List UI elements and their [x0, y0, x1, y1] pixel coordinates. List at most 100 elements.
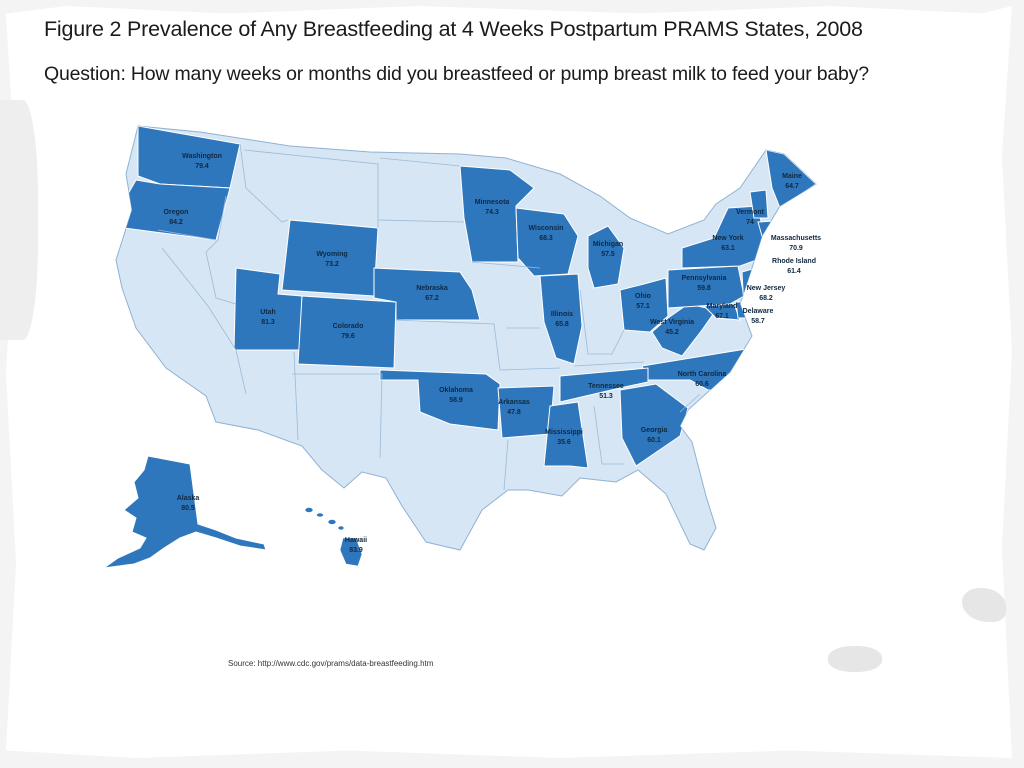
state-name-label: Alaska	[177, 495, 200, 502]
survey-question: Question: How many weeks or months did y…	[44, 63, 869, 85]
state-name-label: Georgia	[641, 427, 668, 434]
state-name-label: Tennessee	[588, 383, 624, 390]
state-value-label: 74	[746, 219, 754, 226]
state-name-label: Maryland	[707, 303, 738, 310]
state-value-label: 80.5	[181, 505, 195, 512]
state-nebraska[interactable]	[373, 267, 481, 321]
state-alaska[interactable]	[103, 455, 267, 569]
state-value-label: 73.2	[325, 261, 339, 268]
state-value-label: 83.9	[349, 547, 363, 554]
state-value-label: 60.6	[695, 381, 709, 388]
state-border	[205, 195, 237, 305]
state-name-label: Wyoming	[316, 251, 347, 258]
state-hawaii-island[interactable]	[327, 519, 337, 525]
state-name-label: Ohio	[635, 293, 651, 300]
state-value-label: 45.2	[665, 329, 679, 336]
state-name-label: Vermont	[736, 209, 765, 216]
state-value-label: 64.7	[785, 183, 799, 190]
state-name-label: Utah	[260, 309, 276, 316]
state-wisconsin[interactable]	[515, 207, 579, 277]
state-border	[499, 367, 561, 371]
state-border	[503, 439, 509, 491]
state-name-label: Oregon	[164, 209, 189, 216]
state-border	[157, 229, 217, 241]
state-illinois[interactable]	[539, 273, 583, 365]
state-border	[243, 149, 379, 228]
state-value-label: 47.8	[507, 409, 521, 416]
state-name-label: Hawaii	[345, 537, 367, 544]
state-value-label: 67.1	[715, 313, 729, 320]
state-name-label: West Virginia	[650, 319, 694, 326]
decor-blob	[0, 100, 38, 340]
state-oklahoma[interactable]	[379, 369, 501, 431]
state-name-label: North Carolina	[678, 371, 727, 378]
state-border	[161, 247, 247, 395]
state-border	[377, 219, 465, 223]
state-value-label: 63.1	[721, 245, 735, 252]
state-border	[292, 373, 383, 459]
state-name-label: Pennsylvania	[682, 275, 727, 282]
state-border	[679, 393, 701, 413]
state-hawaii[interactable]	[339, 537, 363, 567]
state-mississippi[interactable]	[543, 401, 589, 469]
state-maryland[interactable]	[702, 303, 741, 321]
state-name-label: Minnesota	[475, 199, 510, 206]
us-map: Washington 79.4 Oregon 84.2 Wyoming 73.2 Utah 8…	[103, 125, 822, 569]
decor-blob	[828, 646, 882, 672]
state-name-label: Maine	[782, 173, 802, 180]
decor-blob	[962, 588, 1006, 622]
state-value-label: 35.6	[557, 439, 571, 446]
state-labels: Washington 79.4 Oregon 84.2 Wyoming 73.2 Utah 8…	[164, 153, 822, 554]
state-value-label: 59.8	[697, 285, 711, 292]
state-name-label: New Jersey	[747, 285, 786, 292]
source-citation: Source: http://www.cdc.gov/prams/data-br…	[228, 659, 434, 668]
state-value-label: 84.2	[169, 219, 183, 226]
state-tennessee[interactable]	[559, 367, 649, 403]
state-border	[471, 261, 541, 269]
state-value-label: 65.8	[555, 321, 569, 328]
state-value-label: 79.6	[341, 333, 355, 340]
state-michigan[interactable]	[587, 225, 625, 289]
state-name-label: Nebraska	[416, 285, 448, 292]
state-name-label: Colorado	[333, 323, 364, 330]
state-name-label: New York	[712, 235, 743, 242]
state-name-label: Rhode Island	[772, 258, 816, 265]
state-border	[395, 319, 501, 371]
state-value-label: 67.2	[425, 295, 439, 302]
figure-title: Figure 2 Prevalence of Any Breastfeeding…	[44, 17, 863, 41]
state-name-label: Washington	[182, 153, 222, 160]
state-name-label: Michigan	[593, 241, 623, 248]
state-border	[293, 351, 299, 441]
state-name-label: Arkansas	[498, 399, 530, 406]
state-value-label: 51.3	[599, 393, 613, 400]
state-value-label: 81.3	[261, 319, 275, 326]
state-colorado[interactable]	[297, 295, 397, 369]
state-value-label: 70.9	[789, 245, 803, 252]
state-wyoming[interactable]	[281, 219, 379, 297]
state-name-label: Delaware	[743, 308, 774, 315]
state-hawaii-island[interactable]	[304, 507, 314, 513]
state-value-label: 57.5	[601, 251, 615, 258]
state-value-label: 58.9	[449, 397, 463, 404]
state-border	[239, 143, 289, 223]
state-name-label: Mississippi	[545, 429, 583, 436]
state-value-label: 68.3	[539, 235, 553, 242]
state-value-label: 61.4	[787, 268, 801, 275]
state-vermont[interactable]	[749, 189, 769, 219]
state-value-label: 79.4	[195, 163, 209, 170]
state-border	[573, 361, 645, 367]
state-west-virginia[interactable]	[651, 303, 717, 357]
state-border	[379, 157, 461, 167]
state-georgia[interactable]	[619, 383, 689, 467]
state-border	[593, 405, 624, 465]
state-value-label: 60.1	[647, 437, 661, 444]
state-value-label: 74.3	[485, 209, 499, 216]
state-massachusetts[interactable]	[757, 219, 801, 237]
state-hawaii-island[interactable]	[337, 525, 345, 531]
state-name-label: Illinois	[551, 311, 573, 318]
state-hawaii-island[interactable]	[316, 512, 324, 518]
state-border	[579, 289, 625, 355]
state-value-label: 57.1	[636, 303, 650, 310]
state-name-label: Oklahoma	[439, 387, 473, 394]
state-name-label: Massachusetts	[771, 235, 821, 242]
